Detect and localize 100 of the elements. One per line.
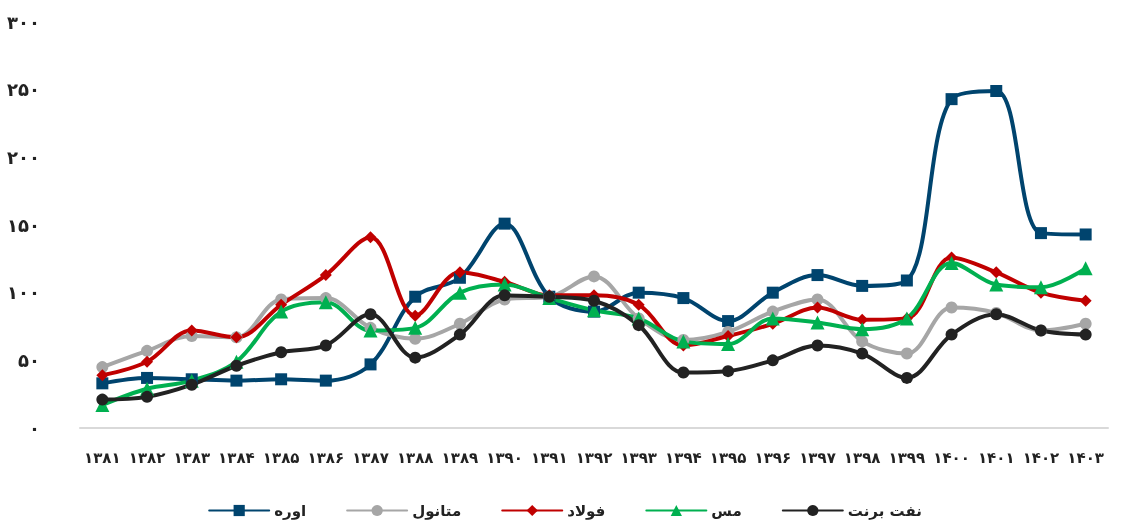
x-tick-label: ۱۳۹۴ [665,448,702,467]
point [141,390,154,403]
y-tick-label: ۳۰۰ [7,11,40,33]
point [409,351,422,364]
point [141,355,154,368]
point [990,85,1003,98]
point [363,323,378,338]
y-tick-label: ۲۵۰ [7,79,40,101]
point [765,311,780,326]
point [632,286,645,299]
point [452,285,467,300]
point [900,347,913,360]
point [230,359,243,372]
x-tick-label: ۱۳۸۴ [218,448,255,467]
legend-label: فولاد [567,501,606,520]
point [811,269,824,282]
point [766,354,779,367]
x-tick-label: ۱۳۸۳ [173,448,211,467]
point [141,371,154,384]
point [96,369,109,382]
x-tick-label: ۱۳۹۲ [575,448,613,467]
point [275,346,288,359]
point [856,347,869,360]
point [453,317,466,330]
point [453,328,466,341]
x-tick-label: ۱۳۹۵ [709,448,747,467]
x-tick-label: ۱۳۹۸ [843,448,881,467]
point [364,231,377,244]
point [856,279,869,292]
point [721,337,736,352]
x-tick-label: ۱۴۰۲ [1022,448,1060,467]
point [96,393,109,406]
point [141,344,154,357]
point [364,308,377,321]
point [900,371,913,384]
point [1078,261,1093,276]
x-tick-label: ۱۳۸۹ [441,448,479,467]
point [632,319,645,332]
point [632,298,645,311]
point [766,286,779,299]
x-tick-label: ۱۴۰۰ [933,448,970,467]
point [319,339,332,352]
point [944,255,959,270]
x-tick-label: ۱۳۹۳ [620,448,658,467]
point [319,269,332,282]
point [409,290,422,303]
legend-label: نفت برنت [847,501,922,520]
y-tick-label: ۵۰ [18,349,40,371]
x-tick-label: ۱۳۹۹ [888,448,926,467]
x-tick-label: ۱۴۰۳ [1067,448,1104,467]
point [1079,328,1092,341]
x-tick-label: ۱۳۹۱ [530,448,568,467]
point [588,270,600,283]
x-tick-label: ۱۳۸۷ [352,448,389,467]
point [900,274,913,287]
point [810,315,825,330]
x-tick-label: ۱۳۸۲ [128,448,166,467]
legend-label: اوره [274,501,307,520]
legend-label: متانول [412,501,462,520]
point [230,374,243,387]
x-tick-label: ۱۳۸۱ [84,448,121,467]
point [855,322,870,337]
point [677,366,690,379]
point [1033,280,1048,295]
x-tick-label: ۱۴۰۱ [977,448,1015,467]
y-tick-label: ۱۵۰ [7,214,40,236]
point [453,266,466,279]
y-tick-label: ۱۰۰ [7,282,40,304]
point [1079,228,1092,241]
point [498,217,511,230]
x-tick-label: ۱۳۹۷ [799,448,836,467]
point [319,374,332,387]
point [364,358,377,371]
point [1034,227,1047,240]
point [945,301,958,314]
point [275,373,288,386]
point [945,93,958,106]
point [498,289,511,302]
point [990,266,1003,279]
point [722,315,735,328]
point [588,294,600,307]
legend-label: مس [711,501,742,520]
point [1079,317,1092,330]
point [318,295,333,310]
x-tick-label: ۱۳۸۸ [396,448,434,467]
y-tick-label: ۰ [29,417,40,439]
point [274,304,289,319]
x-tick-label: ۱۳۸۵ [262,448,300,467]
x-tick-label: ۱۳۹۶ [754,448,792,467]
point [185,378,198,391]
point [722,365,735,378]
point [989,277,1004,292]
point [811,339,824,352]
x-tick-label: ۱۳۸۶ [307,448,345,467]
point [185,324,198,337]
x-tick-label: ۱۳۹۰ [486,448,523,467]
y-tick-label: ۲۰۰ [7,146,40,168]
point [408,320,423,335]
point [409,309,422,322]
point [677,292,690,305]
